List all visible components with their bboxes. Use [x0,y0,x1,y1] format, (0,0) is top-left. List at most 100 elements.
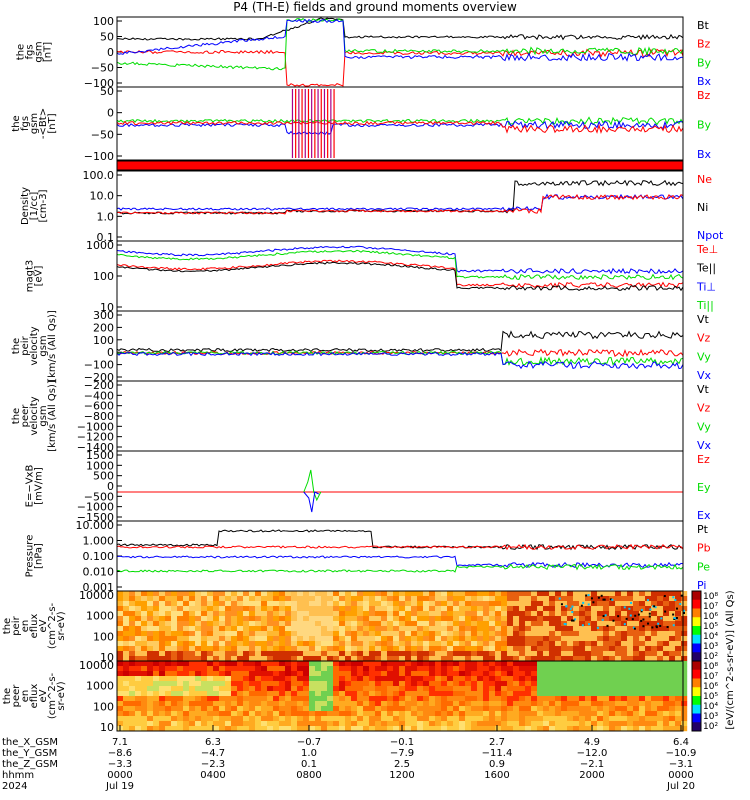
colorbar-2 [691,660,702,732]
trace-tipar [116,249,684,281]
ephemeris-value: −3.1 [669,759,693,770]
ylabel-line: sr-eV) [56,681,67,710]
ylabel-line: fgs [20,116,31,131]
panel-5: thepeirvelocitygsm[km/s (All Qs)] 3002001… [11,309,712,384]
y-tick-label: 1000 [86,680,114,693]
colorbar-tick-label: 10⁷ [703,672,718,682]
y-tick-label: 0 [107,46,114,59]
ephemeris-value: 4.9 [584,737,600,748]
panel-9: thepeirenefluxeV(cm^2-s-sr-eV) 10000 1000 1… [2,589,122,664]
legend-by: By [697,119,712,132]
ephemeris-value: −4.7 [201,748,225,759]
ephemeris-value: Jul 20 [666,781,695,792]
ylabel-line: [nPa] [34,543,45,569]
colorbar-segment [692,591,701,601]
legend-ne: Ne [697,173,712,186]
trace-ex [303,491,320,513]
ephemeris-value: 1.0 [301,748,317,759]
ephemeris-value: 0.1 [301,759,317,770]
ephemeris-value: −10.9 [666,748,697,759]
colorbar-segment [692,722,701,732]
colorbar-segment [692,696,701,706]
ephemeris-value: −0.1 [390,737,414,748]
spectrogram-1 [117,591,688,662]
y-tick-label: 1000 [86,610,114,623]
y-tick-label: 1500 [86,449,114,462]
colorbar-tick-label: 10⁵ [703,692,718,702]
ylabel-line: the [2,688,13,704]
ylabel-line: gsm [38,335,49,356]
y-tick-label: 50 [100,31,114,44]
ephemeris-value: 2.7 [489,737,505,748]
legend-ti: Ti⊥ [696,280,716,293]
trace-by [116,17,684,71]
trace-bt [116,17,684,41]
ephemeris-row-label: the_X_GSM [2,737,58,748]
ylabel-line: eV [38,619,49,632]
panel-9-ylabel: thepeirenefluxeV(cm^2-s-sr-eV) [2,602,67,649]
trace-vy [116,350,684,367]
legend-vt: Vt [697,383,710,396]
ylabel-line: the [11,115,22,131]
ephemeris-value: −12.0 [577,748,608,759]
legend-bz: Bz [697,38,711,51]
colorbar-segment [692,687,701,697]
ephemeris-value: 2.5 [394,759,410,770]
colorbar-label: [eV/(cm^2-s-sr-eV)] (All Qs) [725,590,736,729]
ephemeris-value: −0.7 [297,737,321,748]
colorbar-tick-label: 10⁵ [703,622,718,632]
y-tick-label: −200 [84,379,114,392]
panel-2: thefgsgsm-<Bt>[nT] 50 0 −50 −100 Bz By Bx [11,85,712,163]
colorbar-segment [692,634,701,644]
ylabel-line: en [20,690,31,703]
legend-pi: Pi [697,579,706,592]
y-tick-label: 10000 [79,589,114,602]
legend-ex: Ex [697,509,711,522]
legend-vz: Vz [697,402,711,415]
colorbar-segment [692,704,701,714]
ephemeris-row-label: hhmm [2,770,34,781]
panel-5-ylabel: thepeirvelocitygsm[km/s (All Qs)] [11,310,58,382]
colorbar-tick-label: 10² [703,652,718,662]
colorbar-segment [692,678,701,688]
colorbar-segment [692,713,701,723]
panel-10-ylabel: thepeerenefluxeV(cm^2-s-sr-eV) [2,672,67,719]
ephemeris-value: Jul 19 [105,781,134,792]
trace-ni [116,179,684,215]
y-tick-label: −600 [84,400,114,413]
y-tick-label: 10 [100,651,114,664]
y-tick-label: 100 [93,334,114,347]
y-tick-label: 200 [93,321,114,334]
colorbar-tick-label: 10⁸ [703,662,718,672]
ephemeris-value: −3.3 [108,759,132,770]
colorbar-tick-label: 10⁶ [703,682,718,692]
panel-frame [116,660,684,732]
colorbar-segment [692,661,701,671]
ephemeris-value: 0.9 [489,759,505,770]
ylabel-line: [eV] [34,266,45,287]
legend-bx: Bx [697,75,712,88]
trace-bx [116,18,684,62]
ephemeris-value: 2000 [579,770,604,781]
ylabel-line: fgs [25,44,36,59]
y-tick-label: 10 [100,721,114,734]
colorbar-tick-label: 10⁴ [703,702,718,712]
panel-3-ylabel: Density[1/cc][cm-3] [20,187,49,225]
panel-10: thepeerenefluxeV(cm^2-s-sr-eV) 10000 1000 1… [2,659,122,734]
ylabel-line: sr-eV) [56,611,67,640]
y-tick-label: 500 [93,470,114,483]
y-tick-label: −50 [91,62,114,75]
y-tick-label: 300 [93,309,114,322]
ylabel-line: peer [20,404,31,428]
legend-pe: Pe [697,560,710,573]
ylabel-line: (cm^2-s- [47,672,58,719]
trace-tepar [116,261,684,292]
y-tick-label: −100 [84,150,114,163]
ylabel-line: gsm [34,41,45,62]
ylabel-line: eflux [29,684,40,709]
y-tick-label: 0 [107,346,114,359]
ylabel-line: [nT] [43,42,54,62]
legend-te: Te|| [696,262,716,275]
y-tick-label: 10.0 [90,190,115,203]
